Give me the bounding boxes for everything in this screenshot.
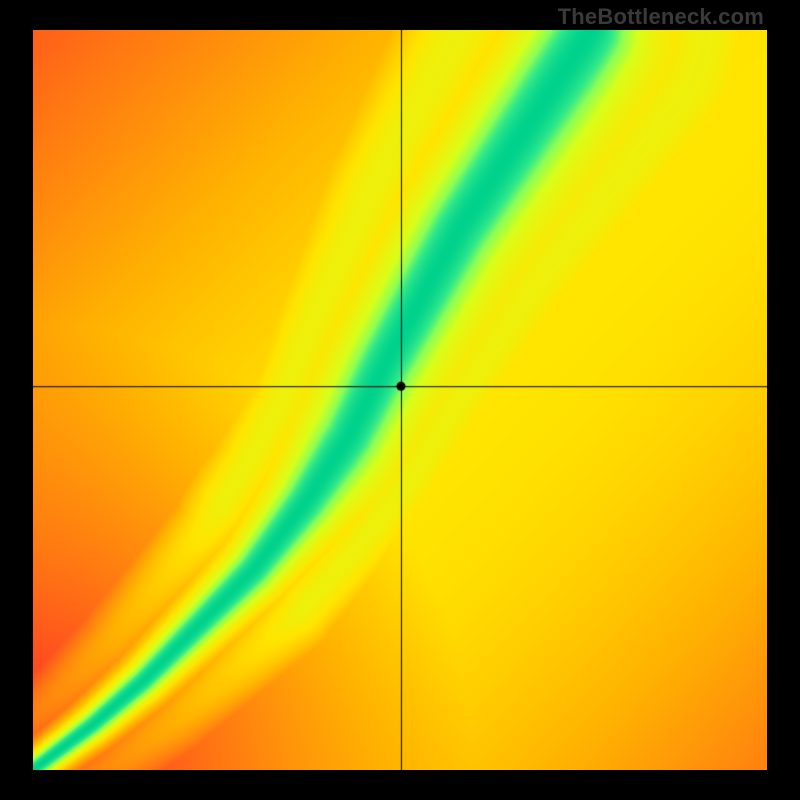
watermark-text: TheBottleneck.com — [558, 4, 764, 30]
bottleneck-heatmap — [33, 30, 767, 770]
chart-frame: { "watermark": { "text": "TheBottleneck.… — [0, 0, 800, 800]
